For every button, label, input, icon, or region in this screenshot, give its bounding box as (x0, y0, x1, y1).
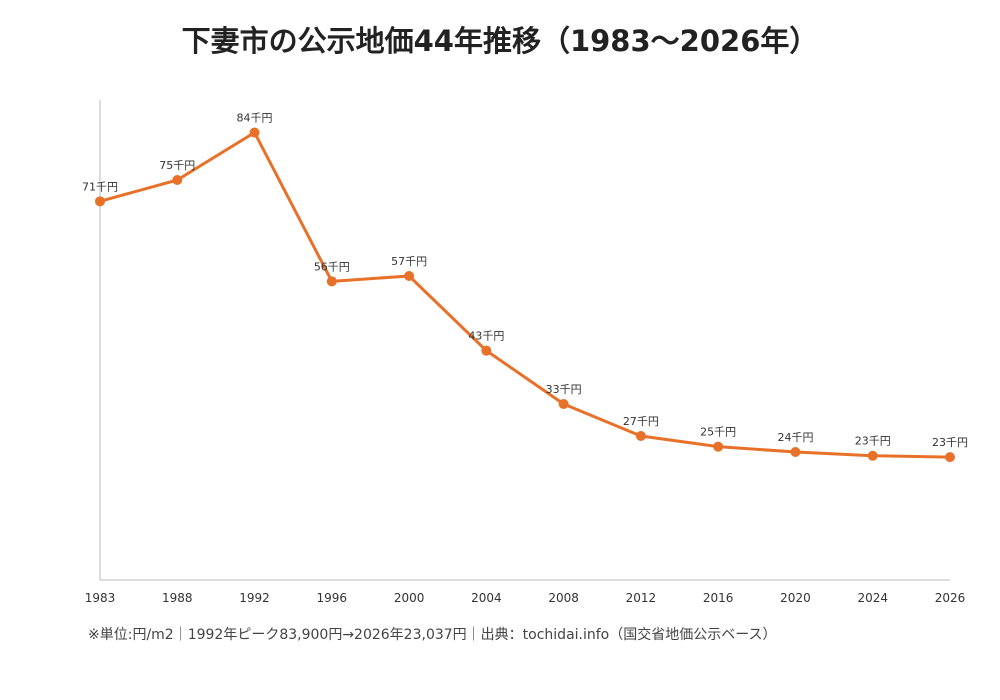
data-point (558, 399, 569, 409)
data-label: 23千円 (855, 435, 891, 448)
data-label: 24千円 (777, 431, 813, 444)
x-tick-label: 2008 (548, 591, 579, 605)
series-line-group (98, 131, 952, 459)
x-tick-label: 2024 (857, 591, 888, 605)
data-label: 27千円 (623, 415, 659, 428)
data-label: 23千円 (932, 436, 968, 449)
data-point (404, 271, 415, 281)
data-point (635, 431, 646, 441)
x-tick-label: 2026 (935, 591, 966, 605)
data-point (713, 441, 724, 452)
data-label: 25千円 (700, 426, 736, 439)
data-label: 84千円 (237, 112, 273, 125)
data-label: 57千円 (391, 255, 427, 268)
data-point (326, 276, 337, 287)
x-tick-label: 2000 (394, 591, 425, 605)
data-point (867, 450, 878, 461)
data-point (95, 196, 105, 207)
data-labels: 71千円 75千円 84千円 56千円 57千円 43千円 33千円 27千円 25千円 24千円… (82, 112, 968, 450)
data-label: 75千円 (159, 159, 195, 172)
x-tick-label: 2012 (626, 591, 657, 605)
x-tick-label: 1988 (162, 591, 193, 605)
data-point (945, 452, 955, 463)
chart-axes (99, 100, 950, 581)
data-label: 71千円 (82, 180, 118, 193)
footnote: ※単位:円/m2｜1992年ピーク83,900円→2026年23,037円｜出典… (88, 627, 777, 643)
x-tick-label: 1996 (317, 591, 348, 605)
data-point (481, 345, 492, 356)
data-point (790, 447, 801, 457)
data-point (249, 127, 260, 138)
data-label: 56千円 (314, 260, 350, 273)
data-label: 33千円 (546, 383, 582, 396)
data-point (172, 175, 183, 185)
x-tick-label: 2020 (780, 591, 811, 605)
chart-title: 下妻市の公示地価44年推移（1983〜2026年） (181, 24, 819, 58)
x-tick-label: 2016 (703, 591, 734, 605)
x-tick-label: 2004 (471, 591, 502, 605)
data-points (95, 127, 955, 463)
series-line (98, 131, 952, 459)
x-tick-label: 1983 (85, 591, 116, 605)
data-label: 43千円 (468, 330, 504, 343)
x-tick-label: 1992 (239, 591, 270, 605)
x-tick-labels: 1983 1988 1992 1996 2000 2004 2008 2012 2016 2020… (85, 591, 966, 605)
